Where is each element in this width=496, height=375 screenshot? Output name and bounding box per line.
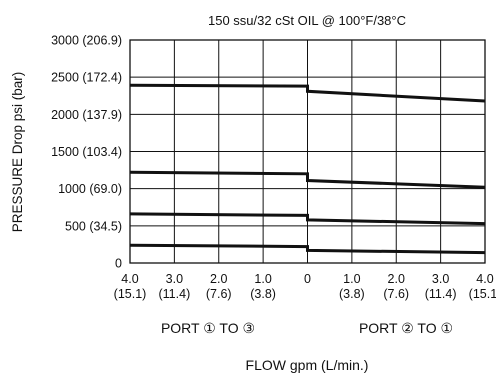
series-line-4 <box>130 245 485 252</box>
x-tick-lpm-label: (7.6) <box>206 287 232 301</box>
x-tick-gpm-label: 2.0 <box>210 272 227 286</box>
y-tick-label: 3000 (206.9) <box>51 34 122 48</box>
x-tick-lpm-label: (11.4) <box>159 287 191 301</box>
x-tick-gpm-label: 0 <box>304 272 311 286</box>
x-tick-lpm-label: (7.6) <box>383 287 409 301</box>
y-tick-label: 0 <box>115 257 122 271</box>
x-tick-lpm-label: (15.1) <box>114 287 147 301</box>
x-axis-ticks: 4.0(15.1)3.0(11.4)2.0(7.6)1.0(3.8)0 1.0(3… <box>114 272 496 301</box>
x-tick-gpm-label: 4.0 <box>121 272 138 286</box>
chart-title: 150 ssu/32 cSt OIL @ 100°F/38°C <box>208 13 406 28</box>
x-tick-lpm-label: (3.8) <box>339 287 365 301</box>
y-axis-ticks: 0 500 (34.5) 1000 (69.0) 1500 (103.4) 2000 (… <box>51 34 122 271</box>
x-tick-lpm-label: (15.1) <box>469 287 496 301</box>
x-tick-gpm-label: 3.0 <box>432 272 449 286</box>
x-axis-label: FLOW gpm (L/min.) <box>246 357 369 373</box>
y-tick-label: 1000 (69.0) <box>58 182 122 196</box>
y-tick-label: 2500 (172.4) <box>51 71 122 85</box>
y-axis-label: PRESSURE Drop psi (bar) <box>10 72 25 233</box>
x-tick-gpm-label: 4.0 <box>476 272 493 286</box>
y-tick-label: 1500 (103.4) <box>51 145 122 159</box>
x-tick-gpm-label: 1.0 <box>343 272 360 286</box>
y-tick-label: 2000 (137.9) <box>51 108 122 122</box>
y-tick-label: 500 (34.5) <box>65 219 122 233</box>
x-tick-gpm-label: 1.0 <box>254 272 271 286</box>
x-tick-lpm-label: (11.4) <box>425 287 457 301</box>
port-1-to-3-label: PORT ① TO ③ <box>161 320 255 336</box>
x-tick-gpm-label: 3.0 <box>166 272 183 286</box>
x-tick-lpm-label: (3.8) <box>250 287 276 301</box>
port-2-to-1-label: PORT ② TO ① <box>359 320 453 336</box>
x-tick-gpm-label: 2.0 <box>388 272 405 286</box>
plot-grid <box>130 40 485 263</box>
